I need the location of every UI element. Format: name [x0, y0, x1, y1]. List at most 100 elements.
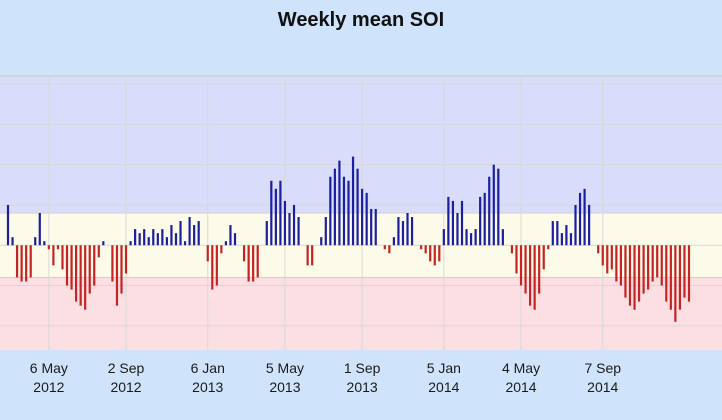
x-tick-label-year: 2012	[110, 379, 141, 395]
bar-negative	[88, 245, 91, 294]
bar-positive	[397, 217, 400, 246]
bar-positive	[451, 200, 455, 246]
chart-title: Weekly mean SOI	[278, 9, 444, 31]
bar-positive	[229, 225, 232, 246]
bar-negative	[678, 245, 682, 310]
plot-bars	[6, 156, 691, 322]
bar-positive	[588, 204, 591, 246]
bar-negative	[624, 245, 627, 298]
bar-negative	[420, 245, 423, 250]
bar-negative	[206, 245, 209, 262]
bar-positive	[361, 188, 364, 246]
bar-negative	[65, 245, 69, 286]
bar-negative	[665, 245, 668, 302]
bar-negative	[388, 245, 391, 254]
bar-negative	[619, 245, 622, 286]
bar-positive	[197, 221, 200, 246]
bar-negative	[252, 245, 255, 282]
bar-positive	[233, 233, 237, 246]
bar-negative	[97, 245, 100, 258]
bar-negative	[533, 245, 536, 310]
bar-positive	[38, 213, 41, 246]
bar-positive	[447, 196, 450, 246]
bar-positive	[410, 217, 414, 246]
x-tick-label-date: 6 Jan	[191, 360, 225, 376]
bar-negative	[75, 245, 78, 302]
bar-positive	[288, 213, 291, 246]
x-tick-label-year: 2014	[587, 379, 618, 395]
x-tick-label-year: 2014	[428, 379, 459, 395]
bar-positive	[174, 233, 178, 246]
bar-negative	[542, 245, 545, 270]
bar-positive	[129, 241, 132, 246]
bar-positive	[392, 237, 395, 246]
bar-positive	[469, 233, 473, 246]
bar-positive	[138, 233, 141, 246]
bar-negative	[52, 245, 55, 266]
bar-negative	[660, 245, 663, 286]
bar-negative	[247, 245, 250, 282]
x-tick-label-date: 5 Jan	[427, 360, 461, 376]
bar-negative	[220, 245, 223, 254]
bar-positive	[270, 180, 273, 246]
bar-positive	[161, 229, 164, 246]
bar-positive	[34, 237, 37, 246]
bar-positive	[292, 204, 296, 246]
bar-positive	[43, 241, 46, 246]
bar-positive	[333, 168, 336, 246]
bar-negative	[25, 245, 28, 282]
bar-positive	[497, 168, 500, 246]
bar-negative	[610, 245, 613, 270]
bar-positive	[283, 200, 287, 246]
bar-positive	[134, 229, 137, 246]
bar-positive	[460, 200, 464, 246]
bar-positive	[465, 229, 468, 246]
bar-positive	[156, 233, 159, 246]
x-tick-label-date: 2 Sep	[108, 360, 145, 376]
bar-negative	[93, 245, 96, 286]
bar-positive	[102, 241, 105, 246]
bar-negative	[120, 245, 123, 294]
bar-negative	[519, 245, 523, 286]
bar-negative	[524, 245, 527, 294]
x-tick-label-date: 4 May	[502, 360, 540, 376]
bar-positive	[152, 229, 155, 246]
bar-positive	[165, 237, 168, 246]
x-tick-label-year: 2013	[192, 379, 223, 395]
bar-negative	[56, 245, 60, 250]
bar-negative	[47, 245, 50, 250]
bar-positive	[6, 204, 10, 246]
bar-negative	[115, 245, 119, 306]
bar-positive	[143, 229, 146, 246]
bar-negative	[124, 245, 128, 274]
bar-positive	[578, 192, 582, 246]
bar-positive	[406, 213, 409, 246]
bar-negative	[628, 245, 632, 306]
bar-positive	[374, 208, 377, 246]
bar-negative	[15, 245, 19, 278]
bar-positive	[474, 229, 477, 246]
bar-positive	[170, 225, 173, 246]
bar-positive	[193, 225, 196, 246]
bar-negative	[383, 245, 386, 250]
bar-positive	[483, 192, 486, 246]
bar-negative	[111, 245, 114, 282]
bar-positive	[365, 192, 368, 246]
bar-negative	[510, 245, 514, 254]
bar-negative	[29, 245, 32, 278]
bar-positive	[456, 213, 459, 246]
bar-negative	[669, 245, 672, 310]
x-tick-label-year: 2013	[347, 379, 378, 395]
bar-positive	[492, 164, 495, 246]
bar-positive	[265, 221, 268, 246]
bar-positive	[338, 160, 341, 246]
bar-negative	[601, 245, 604, 266]
band-0	[0, 76, 722, 213]
bar-positive	[583, 188, 586, 246]
bar-positive	[329, 176, 332, 246]
bar-negative	[547, 245, 550, 250]
bar-positive	[147, 237, 150, 246]
bar-negative	[529, 245, 532, 306]
